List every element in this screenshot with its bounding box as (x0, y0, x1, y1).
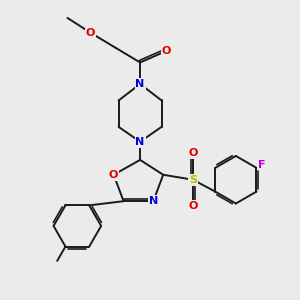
Text: O: O (162, 46, 171, 56)
Text: F: F (258, 160, 265, 170)
Text: O: O (188, 148, 198, 158)
Text: N: N (149, 196, 158, 206)
Text: S: S (189, 175, 197, 185)
Text: O: O (86, 28, 95, 38)
Text: O: O (188, 201, 198, 211)
Text: N: N (136, 79, 145, 89)
Text: O: O (109, 170, 118, 180)
Text: N: N (136, 137, 145, 147)
